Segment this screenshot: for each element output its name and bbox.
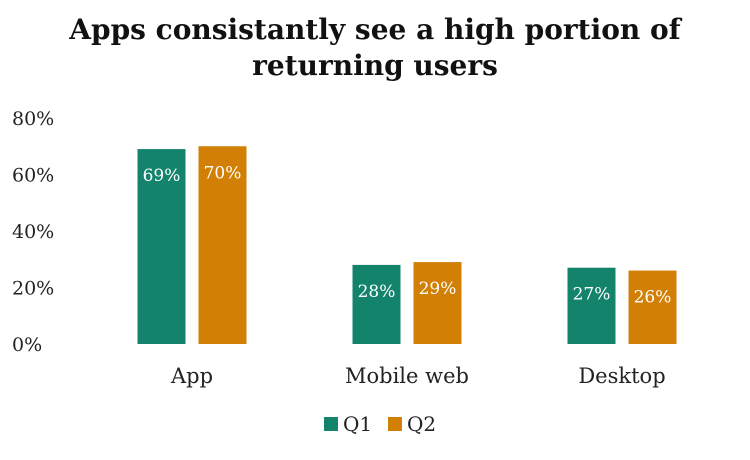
bar-q1-desktop <box>567 267 616 344</box>
x-category-label: Desktop <box>578 364 665 388</box>
x-category-label: App <box>170 364 213 388</box>
bar-q2-desktop <box>628 270 677 344</box>
bar-q1-mobile-web <box>352 264 401 344</box>
legend-swatch-q1 <box>324 417 338 431</box>
data-label: 28% <box>358 282 396 302</box>
legend-label-q1: Q1 <box>343 412 372 436</box>
data-label: 29% <box>419 279 457 299</box>
chart-title: Apps consistantly see a high portion of … <box>0 12 750 84</box>
bar-q2-mobile-web <box>413 262 462 344</box>
data-label: 70% <box>204 163 242 183</box>
y-tick-label: 20% <box>12 278 54 300</box>
bars: 69% 70% 28% 29% 27% 26% <box>137 146 677 344</box>
chart-title-line-2: returning users <box>252 49 498 82</box>
y-axis: 0% 20% 40% 60% 80% <box>12 108 54 356</box>
bar-q2-app <box>198 146 247 344</box>
legend: Q1 Q2 <box>324 412 436 436</box>
y-tick-label: 60% <box>12 165 54 187</box>
x-category-label: Mobile web <box>345 364 469 388</box>
data-label: 69% <box>143 166 181 186</box>
y-tick-label: 0% <box>12 334 42 356</box>
chart-title-line-1: Apps consistantly see a high portion of <box>69 13 681 46</box>
y-tick-label: 80% <box>12 108 54 130</box>
y-tick-label: 40% <box>12 221 54 243</box>
bar-q1-app <box>137 149 186 344</box>
legend-swatch-q2 <box>388 417 402 431</box>
x-axis: App Mobile web Desktop <box>170 364 666 388</box>
legend-label-q2: Q2 <box>407 412 436 436</box>
data-label: 27% <box>573 285 611 305</box>
data-label: 26% <box>634 288 672 308</box>
